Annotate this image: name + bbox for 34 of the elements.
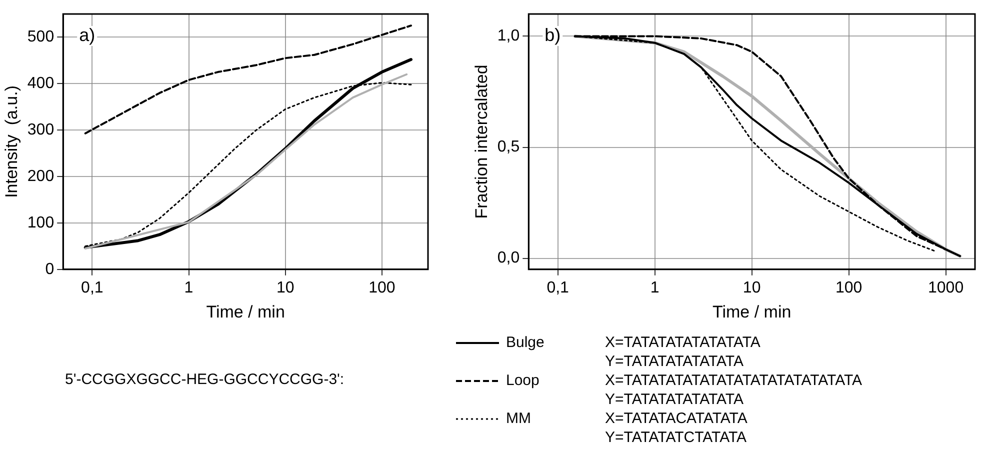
x-tick-label: 100	[835, 279, 862, 296]
x-tick-label: 0,1	[546, 279, 570, 296]
y-tick-label: 500	[27, 28, 54, 46]
x-tick-label: 10	[742, 279, 761, 296]
y-tick-label: 0,0	[497, 250, 520, 267]
y-tick-label: 100	[27, 214, 54, 232]
annotation: b)	[544, 24, 561, 45]
legend-label: Loop	[506, 372, 540, 389]
y-tick-label: 300	[27, 121, 54, 138]
annotation: a)	[79, 24, 96, 45]
x-tick-label: 10	[276, 279, 294, 296]
text: Y=TATATATCTATATA	[605, 428, 747, 447]
text: X=TATATATATATATATA	[605, 333, 760, 352]
legend-label: MM	[506, 410, 531, 427]
x-tick-label: 1000	[928, 279, 964, 296]
text: Y=TATATATATATATA	[605, 390, 744, 409]
text: Y=TATATATATATATA	[605, 352, 744, 371]
y-tick-label: 400	[27, 75, 54, 92]
y-tick-label: 0,5	[497, 138, 520, 156]
legend-label: Bulge	[506, 334, 544, 351]
x-axis-title: Time / min	[206, 302, 285, 322]
text: X=TATATACATATATA	[605, 409, 748, 428]
x-tick-label: 1	[650, 279, 660, 296]
y-axis-title: Fraction intercalated	[472, 64, 491, 219]
y-tick-label: 1,0	[497, 28, 520, 45]
y-tick-label: 200	[27, 168, 54, 185]
text: 5'-CCGGXGGCC-HEG-GGCCYCCGG-3':	[65, 371, 344, 388]
text: X=TATATATATATATATATATATATATATA	[605, 371, 862, 390]
x-axis-title: Time / min	[712, 302, 792, 322]
x-tick-label: 100	[368, 279, 396, 296]
y-axis-title: Intensity (a.u.)	[2, 85, 21, 198]
y-tick-label: 0	[45, 260, 54, 278]
x-tick-label: 0,1	[81, 279, 104, 296]
x-tick-label: 1	[184, 279, 194, 296]
